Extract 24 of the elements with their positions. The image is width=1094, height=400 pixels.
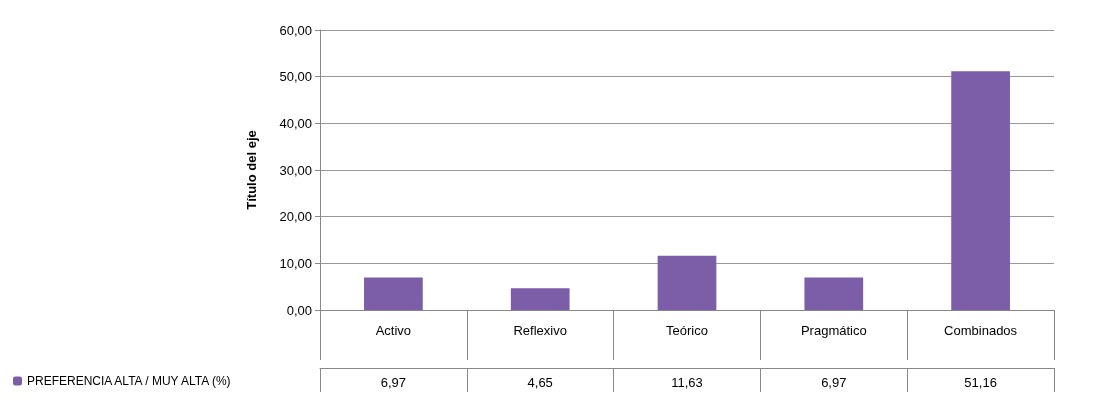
x-tick-label: Teórico [666, 323, 708, 338]
data-label: 11,63 [671, 375, 703, 390]
data-label: 4,65 [527, 375, 553, 390]
y-tick-label: 20,00 [279, 209, 312, 225]
y-tick-label: 10,00 [279, 255, 312, 271]
y-tick-label: 30,00 [279, 162, 312, 178]
y-tick-label: 50,00 [279, 69, 312, 85]
x-tick-label: Combinados [944, 323, 1018, 338]
x-tick-label: Activo [375, 323, 412, 338]
data-label: 6,97 [821, 375, 847, 390]
bar [804, 277, 864, 310]
bar [510, 288, 570, 310]
x-tick-label: Pragmático [800, 323, 867, 338]
y-tick-label: 40,00 [279, 115, 312, 131]
y-axis-title: Título del eje [244, 130, 259, 210]
y-tick-label: 0,00 [286, 302, 312, 318]
bar [364, 277, 423, 310]
legend-label: PREFERENCIA ALTA / MUY ALTA (%) [27, 374, 231, 388]
x-tick-label: Reflexivo [513, 323, 567, 338]
bar [951, 71, 1010, 310]
data-label: 6,97 [380, 375, 407, 390]
bar [657, 255, 717, 310]
y-tick-label: 60,00 [279, 22, 312, 38]
data-label: 51,16 [964, 375, 997, 390]
